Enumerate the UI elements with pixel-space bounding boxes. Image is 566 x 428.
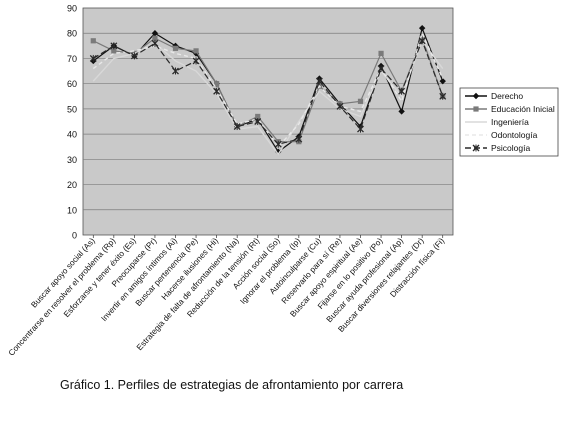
data-point-marker [398,108,405,115]
data-point-marker [473,106,479,112]
data-point-marker [151,39,159,47]
data-point-marker [110,42,118,50]
data-point-marker [275,148,282,155]
legend-label: Ingeniería [491,117,529,127]
data-point-marker [111,48,117,54]
data-series [89,24,447,156]
figure-caption: Gráfico 1. Perfiles de estrategias de af… [60,378,404,392]
gridlines [83,32,453,211]
series-line [92,39,444,145]
y-tick-label: 50 [67,104,77,114]
data-point-marker [357,125,364,133]
data-point-marker [418,24,426,32]
data-point-marker [398,87,406,95]
y-tick-label: 20 [67,180,77,190]
data-point-marker [274,140,282,148]
data-point-marker [439,92,447,100]
series-line [92,31,444,148]
legend-label: Educación Inicial [491,104,555,114]
y-tick-label: 80 [67,29,77,39]
y-tick-label: 70 [67,54,77,64]
x-axis-tick-labels: Buscar apoyo social (As)Concentrarse en … [7,235,446,358]
data-point-marker [439,77,446,85]
y-axis-ticks: 0 10 20 30 40 50 60 70 80 90 [67,4,77,241]
data-point-marker [213,87,221,95]
data-point-marker [357,98,364,104]
data-point-marker [378,50,384,56]
data-point-marker [192,57,200,65]
data-point-marker [172,45,179,51]
data-point-marker [172,67,179,75]
y-tick-label: 30 [67,155,77,165]
data-point-marker [418,37,426,45]
y-tick-label: 0 [72,231,77,241]
y-tick-label: 10 [67,205,77,215]
data-point-marker [193,48,199,54]
legend-label: Derecho [491,91,523,101]
y-tick-label: 60 [67,79,77,89]
data-point-marker [214,81,220,87]
data-point-marker [233,123,241,131]
legend-label: Odontología [491,130,538,140]
plot-area-background [82,7,454,236]
data-point-marker [295,135,303,143]
data-point-marker [254,118,262,125]
legend-label: Psicología [491,143,530,153]
series-psicolog-a [89,37,447,148]
series-odontolog-a [92,31,444,148]
data-point-marker [377,65,385,73]
x-tick-label: Concentrarse en resolver el problema (Rp… [7,236,118,358]
y-tick-label: 90 [67,4,77,14]
data-point-marker [336,102,344,110]
data-point-marker [472,144,480,152]
data-point-marker [152,35,158,41]
data-point-marker [315,77,323,85]
data-point-marker [89,54,97,62]
y-tick-label: 40 [67,130,77,140]
data-point-marker [151,30,159,37]
data-point-marker [255,113,261,120]
legend: Derecho Educación Inicial Ingeniería Odonto… [459,87,559,157]
data-point-marker [130,52,138,60]
data-point-marker [90,38,96,44]
data-point-marker [472,92,480,100]
